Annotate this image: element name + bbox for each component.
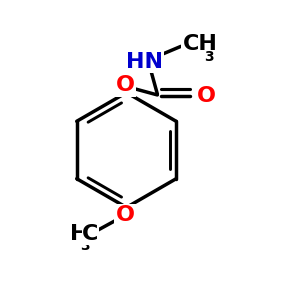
Text: O: O bbox=[197, 86, 216, 106]
Text: CH: CH bbox=[182, 34, 217, 54]
Text: 3: 3 bbox=[205, 50, 214, 64]
Text: C: C bbox=[82, 224, 99, 244]
Text: H: H bbox=[70, 224, 89, 244]
Text: O: O bbox=[116, 75, 134, 95]
Text: HN: HN bbox=[126, 52, 163, 72]
Text: 3: 3 bbox=[80, 239, 89, 253]
Text: O: O bbox=[116, 206, 134, 225]
